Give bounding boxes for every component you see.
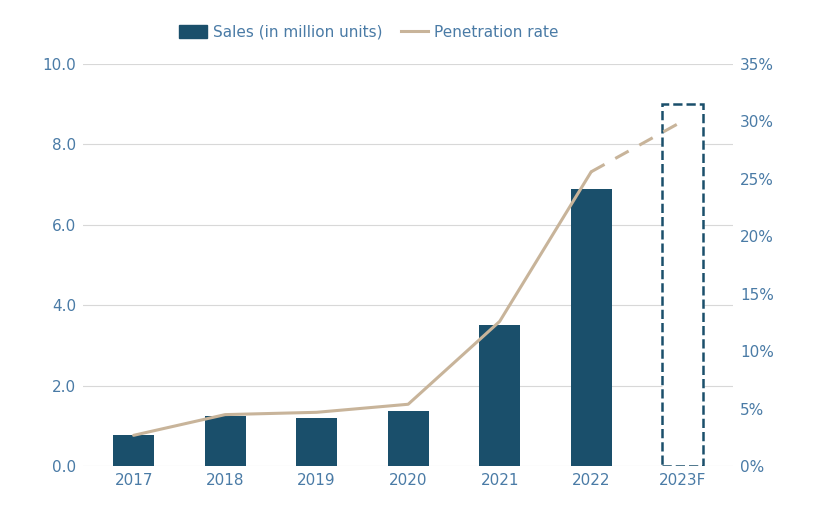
Bar bbox=[387, 411, 429, 466]
Bar bbox=[479, 324, 521, 466]
Bar bbox=[296, 418, 337, 466]
Bar bbox=[113, 435, 154, 466]
Bar bbox=[662, 104, 703, 466]
Legend: Sales (in million units), Penetration rate: Sales (in million units), Penetration ra… bbox=[173, 19, 565, 46]
Bar bbox=[205, 416, 246, 466]
Bar bbox=[571, 189, 611, 466]
